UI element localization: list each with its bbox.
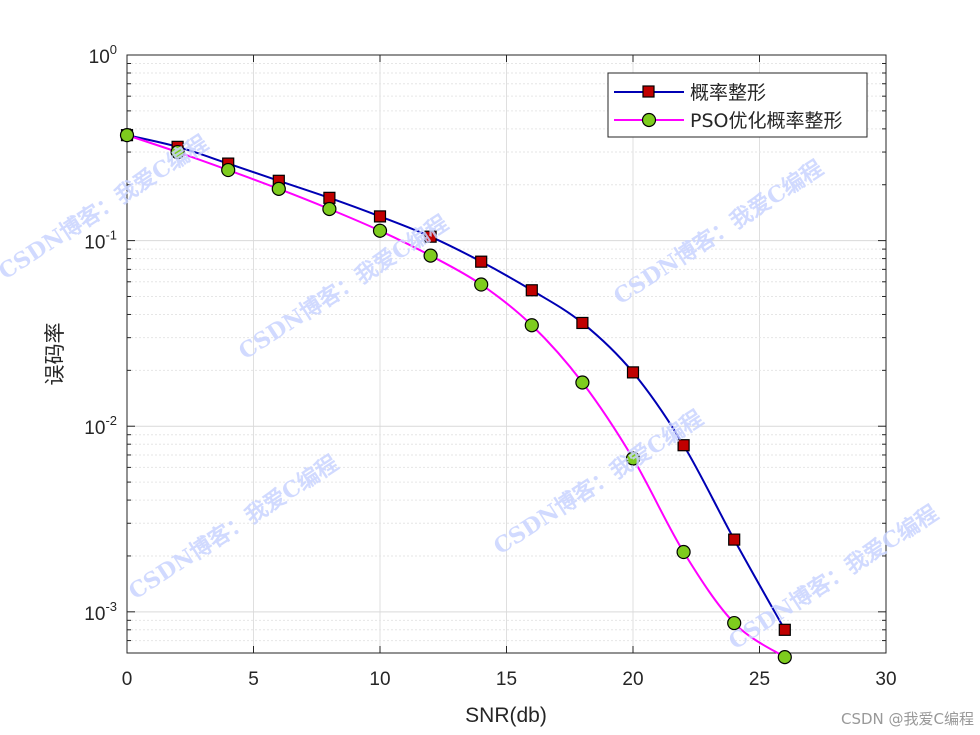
x-tick-label: 25 xyxy=(749,669,770,690)
x-tick-label: 20 xyxy=(622,669,643,690)
x-tick-label: 0 xyxy=(122,669,133,690)
series-2 xyxy=(119,128,792,665)
x-tick-label: 5 xyxy=(248,669,259,690)
axis-ticks xyxy=(126,54,887,654)
legend-marker-circle xyxy=(641,112,657,128)
data-point-circle xyxy=(322,201,337,217)
data-point-square xyxy=(475,255,488,268)
legend-label-series-2: PSO优化概率整形 xyxy=(690,110,842,132)
x-tick-labels: 0 5 10 15 20 25 30 xyxy=(122,669,897,690)
data-point-circle xyxy=(575,375,590,390)
y-tick-label: 10-3 xyxy=(84,599,117,625)
data-point-circle xyxy=(119,128,135,143)
data-point-circle xyxy=(170,144,185,160)
y-tick-label: 10-2 xyxy=(84,413,117,439)
legend: 概率整形 PSO优化概率整形 xyxy=(607,72,868,138)
data-point-circle xyxy=(423,248,438,263)
y-axis-label: 误码率 xyxy=(43,323,67,386)
data-point-circle xyxy=(625,451,641,466)
data-point-circle xyxy=(221,162,236,178)
data-point-circle xyxy=(727,615,742,631)
data-point-square xyxy=(323,191,336,204)
x-tick-label: 30 xyxy=(875,669,896,690)
data-point-square xyxy=(373,210,387,223)
legend-marker-square xyxy=(642,85,655,98)
data-point-square xyxy=(728,533,741,546)
data-point-square xyxy=(626,366,640,379)
data-point-circle xyxy=(676,544,691,560)
footer-watermark: CSDN @我爱C编程 xyxy=(840,710,974,728)
y-tick-label: 10-1 xyxy=(84,228,117,254)
y-tick-labels: 100 10-1 10-2 10-3 xyxy=(84,42,117,625)
data-point-square xyxy=(576,316,589,330)
data-point-circle xyxy=(524,318,539,333)
data-point-square xyxy=(677,439,690,452)
data-point-square xyxy=(424,230,437,243)
x-axis-label: SNR(db) xyxy=(465,704,547,727)
legend-label-series-1: 概率整形 xyxy=(690,82,766,104)
x-tick-label: 15 xyxy=(496,669,517,690)
series-1 xyxy=(120,129,791,636)
data-point-circle xyxy=(271,181,286,196)
data-point-square xyxy=(525,284,538,297)
series-layer xyxy=(119,128,792,665)
data-point-circle xyxy=(474,277,489,292)
x-tick-label: 10 xyxy=(369,669,390,690)
data-point-square xyxy=(778,623,791,636)
data-point-circle xyxy=(777,650,792,665)
data-point-circle xyxy=(372,223,388,238)
y-tick-label: 100 xyxy=(89,42,117,68)
